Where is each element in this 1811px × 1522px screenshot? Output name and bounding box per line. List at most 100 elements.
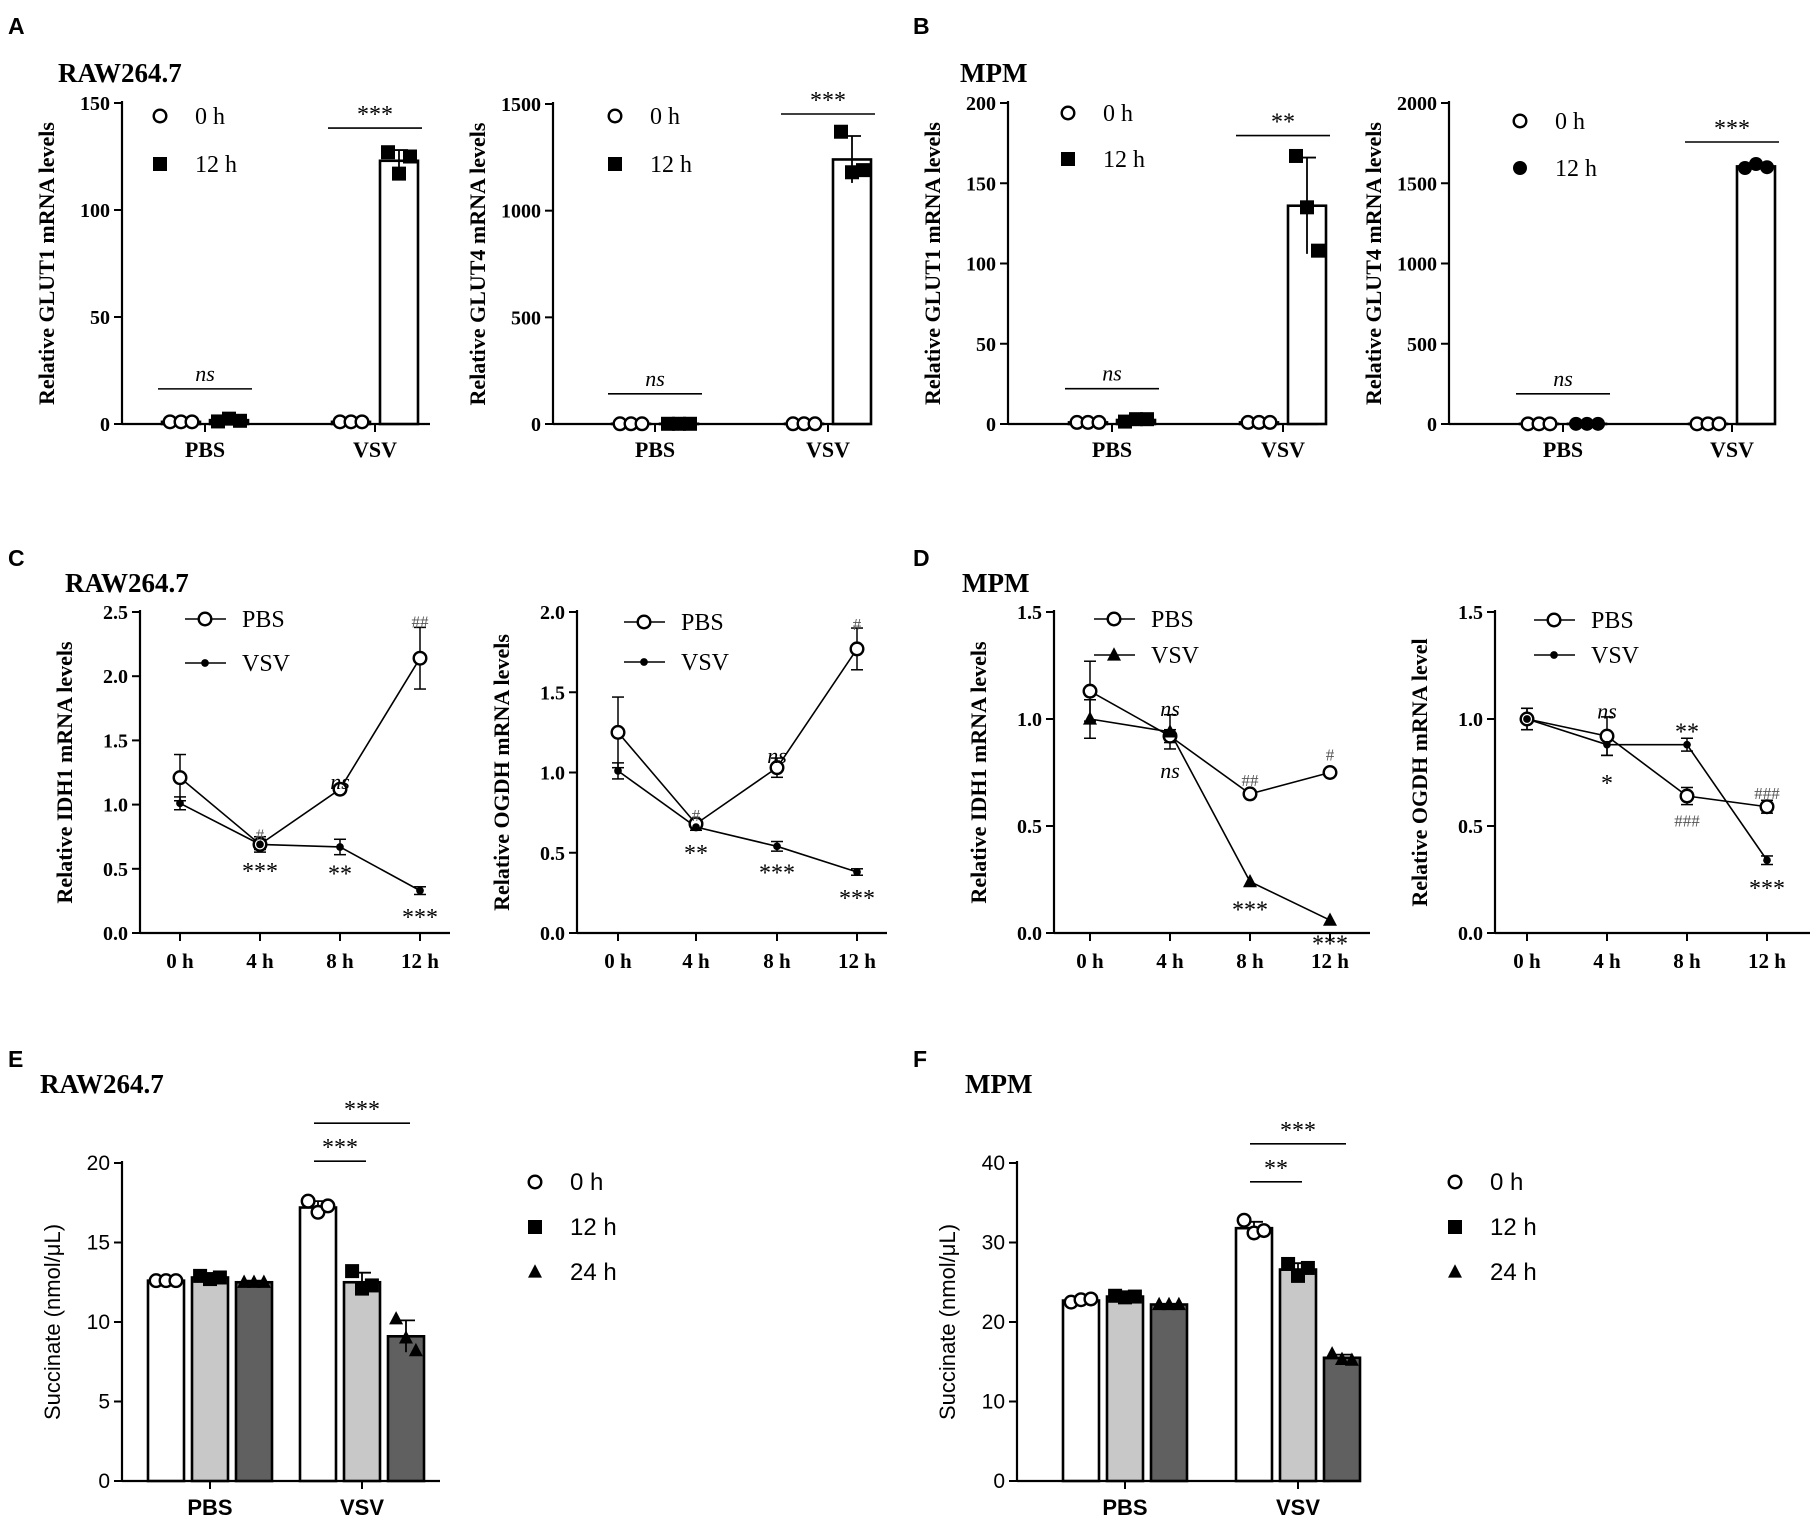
significance-label: *** (839, 886, 875, 912)
series-line-vsv (1089, 718, 1331, 921)
bar (1149, 1303, 1189, 1483)
significance-label: # (256, 825, 265, 844)
y-tick-label: 500 (511, 307, 541, 329)
chart-d2: 0.0 0.5 1.0 1.5 Relative OGDH mRNA level PBS V… (1407, 602, 1810, 973)
data-point (1344, 1352, 1359, 1366)
chart-a1: RAW264.7 0 50 100 150 Relative GLUT1 mRNA lev… (34, 58, 430, 462)
legend-label: 12 h (1103, 147, 1145, 173)
legend-marker (608, 157, 622, 171)
data-point (1152, 1296, 1167, 1311)
data-point (1083, 711, 1097, 725)
data-point (1262, 414, 1278, 430)
data-point (364, 1278, 379, 1293)
data-point (1083, 1291, 1099, 1307)
significance-label: ns (1160, 696, 1180, 721)
data-point (853, 868, 861, 876)
y-tick-label: 0 (993, 1470, 1005, 1493)
data-point (392, 166, 406, 181)
data-point (1281, 1256, 1296, 1271)
legend-label: VSV (242, 651, 291, 677)
legend-marker (152, 108, 168, 124)
x-tick-label: PBS (1092, 437, 1132, 462)
chart-d1: MPM 0.0 0.5 1.0 1.5 Relative IDH1 mRNA levels… (962, 568, 1370, 973)
y-axis-label: Succinate (nmol/μL) (40, 1224, 65, 1420)
significance-label: ** (684, 841, 708, 867)
significance-label: *** (1232, 897, 1268, 923)
chart-title: RAW264.7 (58, 58, 182, 88)
x-tick-label: 12 h (1748, 949, 1786, 973)
data-point (1140, 412, 1154, 427)
data-point (1127, 1289, 1142, 1304)
y-axis-label: Relative GLUT1 mRNA levels (920, 122, 945, 405)
significance-label: ** (1264, 1156, 1288, 1182)
data-point (1591, 416, 1605, 431)
y-tick-label: 1500 (1397, 173, 1437, 195)
data-point (168, 1273, 184, 1289)
significance-label: *** (357, 102, 393, 128)
significance-label: ### (1674, 812, 1700, 831)
data-point (610, 724, 626, 740)
data-point (345, 1264, 360, 1279)
data-point (1311, 243, 1325, 258)
x-tick-label: VSV (353, 437, 397, 462)
legend-marker (640, 658, 648, 666)
x-tick-label: 8 h (1236, 949, 1264, 973)
legend: PBS VSV (624, 610, 730, 676)
series-line-pbs (179, 657, 421, 846)
data-point (408, 1342, 423, 1357)
significance-label: # (692, 806, 701, 825)
data-point (1129, 412, 1143, 427)
y-axis-label: Succinate (nmol/μL) (935, 1224, 960, 1420)
legend-marker (528, 1220, 542, 1234)
legend-label: 0 h (650, 104, 680, 130)
data-point (399, 1330, 413, 1344)
legend-marker (1513, 161, 1527, 175)
panel-letter-a: A (8, 13, 25, 39)
legend-label: PBS (1151, 607, 1194, 633)
bar (1234, 1226, 1274, 1483)
data-point (1542, 416, 1558, 432)
legend-marker (1061, 152, 1075, 166)
legend: 0 h 12 h (607, 104, 692, 178)
significance-label: ns (1553, 366, 1573, 391)
x-tick-label: 8 h (763, 949, 791, 973)
y-tick-label: 0.0 (1017, 923, 1042, 945)
legend-label: 12 h (195, 152, 237, 178)
legend: PBS VSV (1534, 608, 1640, 669)
series-line-vsv (1526, 718, 1768, 861)
panel-letter-e: E (8, 1046, 23, 1072)
significance-label: *** (322, 1135, 358, 1161)
legend: 0 h 12 h 24 h (1447, 1169, 1537, 1286)
series-line-vsv (179, 802, 421, 892)
legend-label: 0 h (195, 104, 225, 130)
panel-letter-b: B (913, 13, 930, 39)
y-tick-label: 30 (982, 1232, 1005, 1255)
legend-label: 0 h (570, 1169, 603, 1196)
significance-label: ### (1754, 784, 1780, 803)
data-point (1323, 912, 1337, 926)
significance-label: ns (1160, 758, 1180, 783)
bar (1061, 1299, 1101, 1483)
data-point (1236, 1212, 1252, 1228)
data-point (211, 414, 225, 429)
data-point (1749, 156, 1763, 171)
legend: 0 h 12 h (152, 104, 237, 178)
x-tick-label: VSV (340, 1495, 384, 1520)
x-tick-label: 12 h (401, 949, 439, 973)
y-tick-label: 1.5 (103, 730, 128, 752)
x-tick-label: 4 h (682, 949, 710, 973)
data-point (300, 1193, 316, 1209)
y-tick-label: 2.0 (540, 602, 565, 624)
legend: PBS VSV (1094, 607, 1200, 669)
y-tick-label: 150 (966, 173, 996, 195)
y-tick-label: 0.0 (540, 923, 565, 945)
data-point (1335, 1351, 1349, 1365)
data-point (1243, 873, 1257, 888)
significance-label: # (853, 615, 862, 634)
y-tick-label: 1000 (1397, 254, 1437, 276)
chart-title: MPM (965, 1069, 1032, 1099)
data-point (233, 413, 247, 428)
series-line-pbs (1526, 718, 1768, 808)
